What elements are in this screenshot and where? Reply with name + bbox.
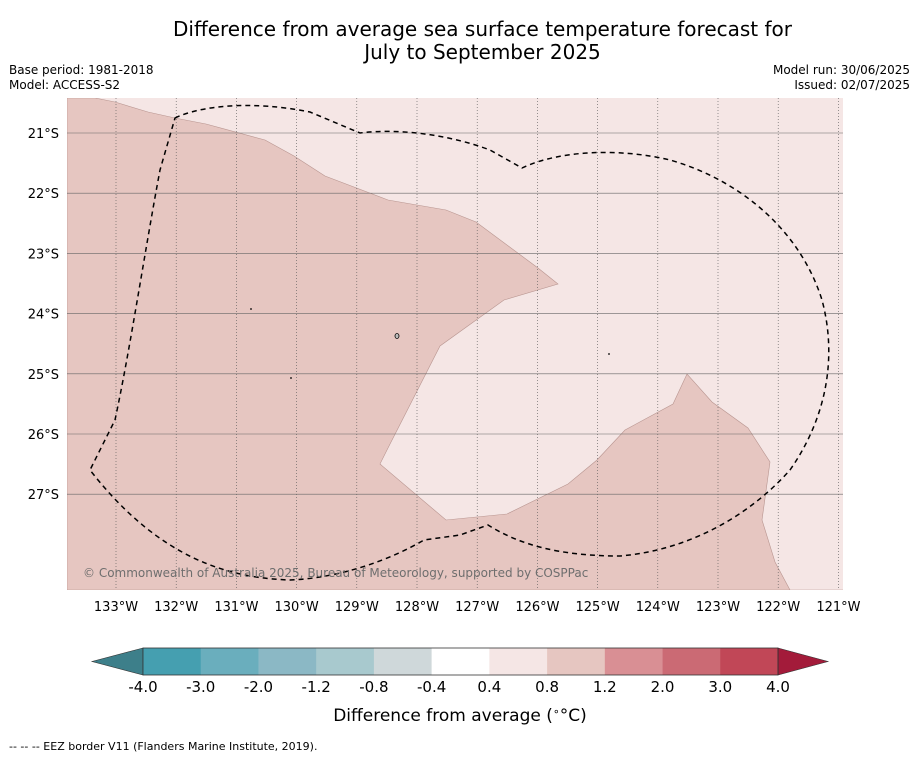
longitude-label: 125°W — [576, 600, 620, 615]
colorbar-extend-low — [90, 647, 144, 676]
colorbar-tick-label: 4.0 — [766, 678, 790, 696]
longitude-label: 133°W — [94, 600, 138, 615]
model-run: Model run: 30/06/2025 — [772, 63, 910, 77]
colorbar-frame — [142, 647, 779, 676]
colorbar-tick-label: 0.8 — [535, 678, 559, 696]
colorbar-segment — [258, 648, 317, 675]
latitude-labels: 21°S 22°S 23°S 24°S 25°S 26°S 27°S — [28, 127, 59, 503]
model-name: Model: ACCESS-S2 — [9, 78, 121, 92]
longitude-label: 126°W — [515, 600, 559, 615]
title-line-2: July to September 2025 — [364, 40, 601, 64]
latitude-label: 23°S — [28, 247, 59, 262]
title-line-1: Difference from average sea surface temp… — [172, 17, 792, 41]
colorbar-tick-label: 2.0 — [651, 678, 675, 696]
colorbar-segment — [547, 648, 606, 675]
band-west-anomaly — [67, 98, 791, 590]
longitude-label: 121°W — [816, 600, 860, 615]
latitude-label: 27°S — [28, 488, 59, 503]
longitude-label: 128°W — [395, 600, 439, 615]
colorbar-segment — [662, 648, 721, 675]
gridlines — [67, 98, 843, 590]
colorbar-segment — [489, 648, 548, 675]
colorbar-tick-label: 1.2 — [593, 678, 617, 696]
colorbar-tick-label: -0.4 — [417, 678, 446, 696]
longitude-label: 129°W — [335, 600, 379, 615]
longitude-label: 122°W — [756, 600, 800, 615]
copyright-text: © Commonwealth of Australia 2025, Bureau… — [83, 566, 588, 580]
latitude-label: 22°S — [28, 187, 59, 202]
colorbar-segment — [373, 648, 432, 675]
colorbar-segment — [604, 648, 663, 675]
colorbar-segment — [143, 648, 202, 675]
longitude-label: 130°W — [275, 600, 319, 615]
longitude-label: 127°W — [455, 600, 499, 615]
longitude-label: 123°W — [696, 600, 740, 615]
colorbar-extend-high — [777, 647, 830, 676]
longitude-label: 132°W — [154, 600, 198, 615]
colorbar-tick-label: -4.0 — [128, 678, 157, 696]
colorbar-tick-label: 0.4 — [477, 678, 501, 696]
colorbar-segment — [200, 648, 259, 675]
colorbar-tick-label: -1.2 — [302, 678, 331, 696]
island-marker — [394, 333, 400, 339]
map-area: © Commonwealth of Australia 2025, Bureau… — [67, 98, 843, 590]
colorbar-tick-labels: -4.0 -3.0 -2.0 -1.2 -0.8 -0.4 0.4 0.8 1.2 2.0 3.0 4… — [128, 678, 790, 696]
colorbar-tick-label: -3.0 — [186, 678, 215, 696]
colorbar-tick-label: -0.8 — [359, 678, 388, 696]
latitude-label: 24°S — [28, 308, 59, 323]
island-marker — [290, 377, 292, 379]
colorbar-segment — [720, 648, 779, 675]
issued-date: Issued: 02/07/2025 — [794, 78, 910, 92]
colorbar-segment — [431, 648, 490, 675]
chart-title: Difference from average sea surface temp… — [120, 18, 845, 64]
colorbar-label-unit: °C — [560, 706, 580, 726]
latitude-label: 26°S — [28, 428, 59, 443]
colorbar-label-prefix: Difference from average ( — [333, 706, 553, 726]
colorbar-tick-label: -2.0 — [244, 678, 273, 696]
longitude-label: 131°W — [214, 600, 258, 615]
footer-note: -- -- -- EEZ border V11 (Flanders Marine… — [9, 740, 318, 753]
island-marker — [250, 308, 252, 310]
longitude-labels: 133°W 132°W 131°W 130°W 129°W 128°W 127°W 126°W… — [94, 600, 861, 615]
latitude-label: 21°S — [28, 127, 59, 142]
latitude-label: 25°S — [28, 368, 59, 383]
colorbar-label-suffix: ) — [580, 706, 587, 726]
island-marker — [608, 353, 610, 355]
base-period: Base period: 1981-2018 — [9, 63, 154, 77]
colorbar-segment — [316, 648, 375, 675]
colorbar — [90, 647, 830, 676]
longitude-label: 124°W — [636, 600, 680, 615]
meta-right: Model run: 30/06/2025 Issued: 02/07/2025 — [773, 63, 910, 93]
colorbar-label: Difference from average (∘°C) — [333, 705, 587, 726]
meta-left: Base period: 1981-2018 Model: ACCESS-S2 — [9, 63, 154, 93]
islands — [250, 308, 610, 379]
eez-border — [89, 104, 830, 581]
colorbar-tick-label: 3.0 — [708, 678, 732, 696]
